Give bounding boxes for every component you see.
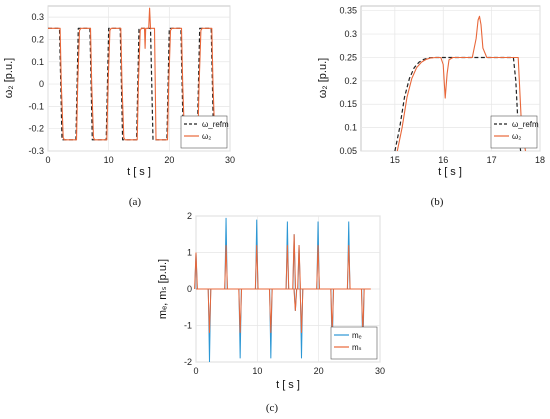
panel-c-ms-spike [316,245,320,290]
panel-b-ylabel: ω₂ [p.u.] [317,58,329,98]
panel-c-legend-label-ms: mₛ [352,343,362,352]
panel-a: 0 10 20 30 -0.3 -0.2 -0.1 0 0.1 0.2 0.3 ω_refm ω₂ t… [3,5,235,208]
panel-c-legend-label-me: mₑ [352,331,362,340]
panel-a-series-ref [48,27,218,141]
panel-c-ytick-label: 0 [187,284,192,294]
panel-b-grid [361,6,541,152]
panel-c-ms-spike [194,252,198,290]
panel-b-legend-label-ref: ω_refm [512,120,539,129]
panel-c-ylabel: mₑ, mₛ [p.u.] [157,259,169,319]
panel-a-ytick-label: 0.1 [31,57,44,67]
panel-b-legend: ω_refm ω₂ [490,115,539,149]
panel-c-ytick-label: -1 [184,321,192,331]
panel-c-ms-spike [292,234,297,290]
panel-a-ytick-label: 0 [39,79,44,89]
panel-c-ms-spike [224,245,228,290]
panel-b-tick-labels: 15 16 17 18 0.05 0.1 0.15 0.2 0.25 0.3 0.35 [339,6,545,165]
panel-a-caption: (a) [129,196,142,208]
panel-a-legend-label-ref: ω_refm [202,120,229,129]
panel-a-ytick-label: -0.3 [28,146,44,156]
panel-c-xtick-label: 30 [375,366,385,376]
panel-b: 15 16 17 18 0.05 0.1 0.15 0.2 0.25 0.3 0.35 ω_refm… [317,5,545,208]
panel-c-ytick-label: 1 [187,248,192,258]
panel-c-ytick-label: 2 [187,211,192,221]
panel-b-legend-box [490,115,538,149]
panel-c-ytick-label: -2 [184,357,192,367]
panel-b-xtick-label: 18 [535,155,545,165]
panel-b-series-omega2 [396,15,527,152]
panel-a-legend-label-omega2: ω₂ [202,132,211,141]
panel-b-xtick-label: 15 [390,155,400,165]
panel-c-ms-spike [207,288,212,333]
panel-a-ytick-label: -0.1 [28,101,44,111]
panel-b-ytick-label: 0.3 [344,29,357,39]
panel-c-ms-spike [299,288,304,333]
panel-a-ylabel: ω₂ [p.u.] [3,58,15,98]
panel-b-xlabel: t [ s ] [438,166,462,178]
panel-b-xtick-label: 16 [438,155,448,165]
panel-c-xtick-label: 20 [314,366,324,376]
panel-a-xlabel: t [ s ] [127,166,151,178]
panel-a-xtick-label: 10 [104,155,114,165]
panel-c-lines [194,217,371,363]
panel-b-legend-label-omega2: ω₂ [512,132,521,141]
panel-b-ytick-label: 0.35 [339,6,357,16]
panel-b-series-ref [394,56,522,152]
panel-c-legend-box [330,326,378,360]
panel-b-xtick-label: 17 [487,155,497,165]
panel-c-legend: mₑ mₛ [330,326,378,360]
panel-c-ms-spike [285,245,290,290]
panel-c-ms-spike [293,288,298,311]
panel-c-ms-spike [346,245,351,290]
panel-c-tick-labels: 0 10 20 30 -2 -1 0 1 2 [184,211,385,376]
panel-b-ytick-label: 0.05 [339,146,357,156]
panel-c-xlabel: t [ s ] [276,379,300,391]
panel-a-ytick-label: 0.3 [31,12,44,22]
panel-a-ytick-label: 0.2 [31,34,44,44]
panel-c-caption: (c) [266,402,279,414]
panel-c-ms-spike [297,245,301,290]
panel-c-xtick-label: 10 [252,366,262,376]
panel-b-lines [394,15,527,152]
panel-c-ms-spike [268,288,273,333]
panel-a-xtick-label: 20 [164,155,174,165]
panel-a-xtick-label: 0 [45,155,50,165]
panel-b-ytick-label: 0.15 [339,99,357,109]
panel-a-tick-labels: 0 10 20 30 -0.3 -0.2 -0.1 0 0.1 0.2 0.3 [28,12,235,165]
panel-b-caption: (b) [431,196,444,208]
panel-a-legend: ω_refm ω₂ [180,115,229,149]
panel-b-ytick-label: 0.25 [339,52,357,62]
panel-b-ytick-label: 0.1 [344,123,357,133]
panel-c-ms-spike [238,288,243,333]
panel-a-xtick-label: 30 [225,155,235,165]
panel-c-ms-spike [254,245,259,290]
panel-b-ytick-label: 0.2 [344,76,357,86]
panel-c: 0 10 20 30 -2 -1 0 1 2 mₑ mₛ t [ s ] mₑ, mₛ [p.u.… [157,211,385,414]
panel-a-legend-box [180,115,228,149]
panel-c-xtick-label: 0 [193,366,198,376]
panel-a-ytick-label: -0.2 [28,124,44,134]
